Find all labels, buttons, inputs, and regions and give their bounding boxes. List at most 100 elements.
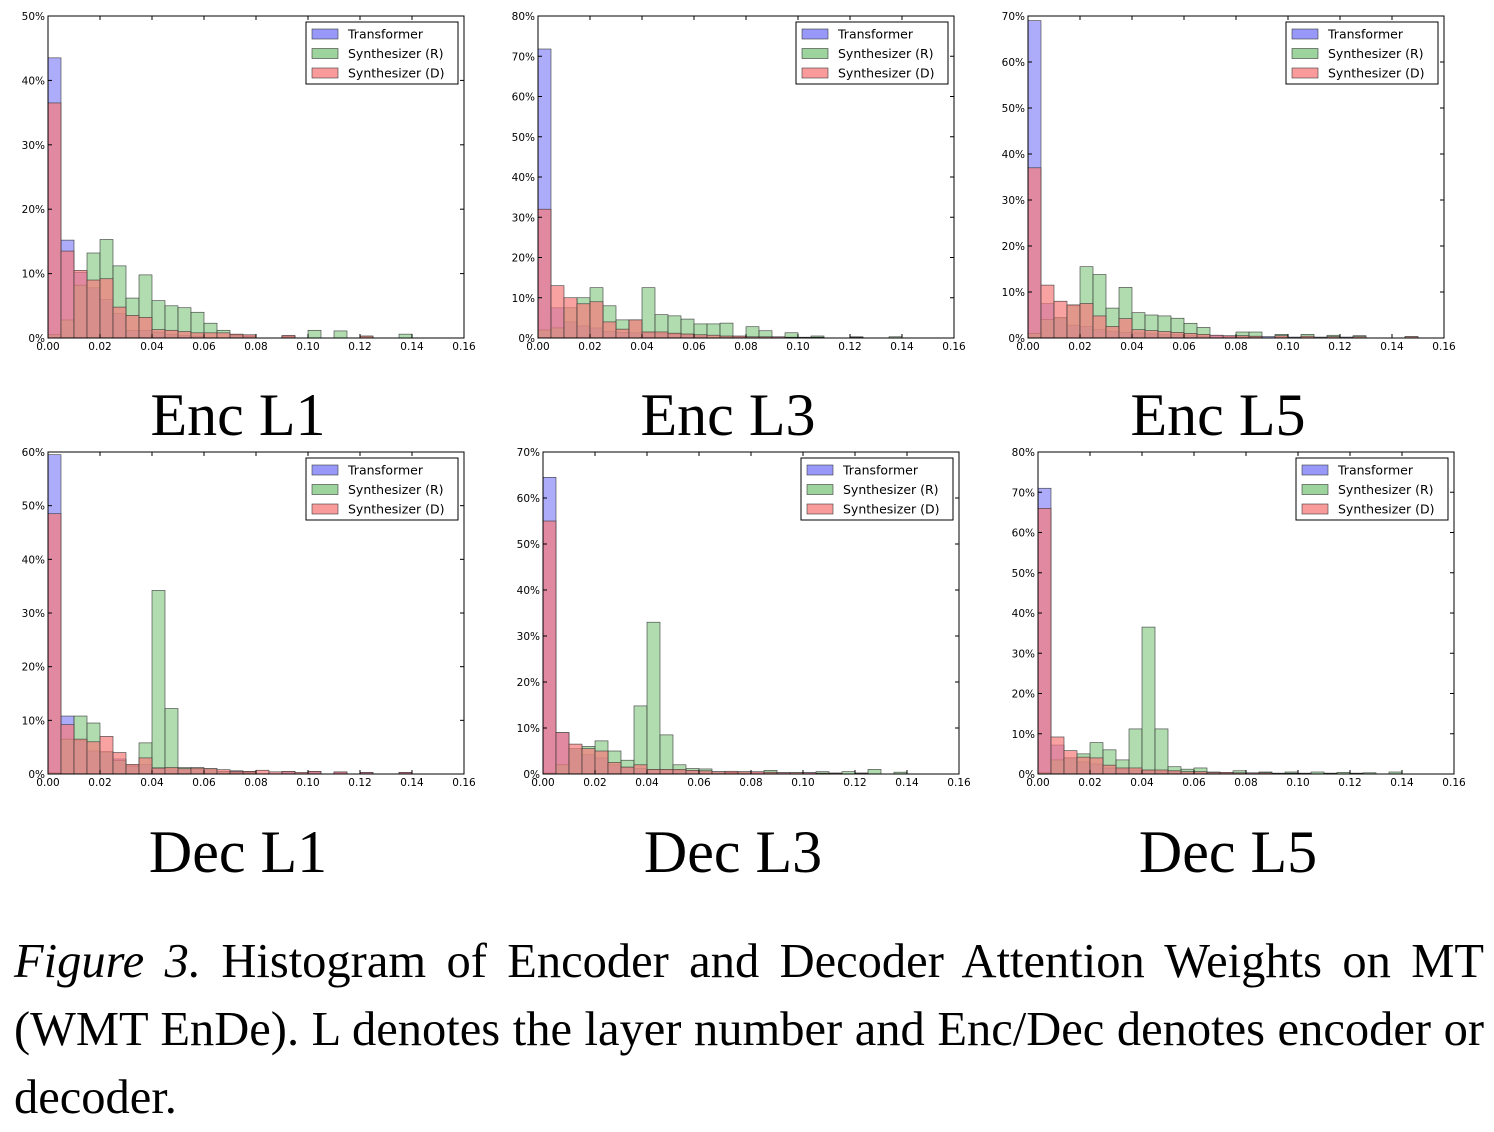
legend-label-synthesizer-d: Synthesizer (D) bbox=[348, 502, 445, 517]
y-tick-label: 10% bbox=[512, 293, 535, 305]
x-tick-label: 0.02 bbox=[88, 777, 111, 789]
y-tick-label: 0% bbox=[518, 333, 535, 345]
bar-synthesizer-d bbox=[1118, 318, 1133, 339]
bar-synthesizer-d bbox=[607, 762, 622, 775]
bar-synthesizer-d bbox=[1170, 332, 1185, 339]
bar-synthesizer-d bbox=[550, 285, 565, 339]
x-tick-label: 0.14 bbox=[400, 341, 424, 353]
legend-swatch-synthesizer-r bbox=[311, 484, 339, 495]
x-tick-label: 0.06 bbox=[192, 777, 216, 789]
y-tick-label: 20% bbox=[517, 677, 540, 689]
bar-synthesizer-d bbox=[659, 769, 674, 775]
bar-synthesizer-d bbox=[1076, 756, 1091, 775]
bar-synthesizer-d bbox=[1131, 329, 1146, 339]
y-tick-label: 10% bbox=[22, 269, 45, 281]
x-tick-label: 0.02 bbox=[1068, 341, 1091, 353]
bar-synthesizer-d bbox=[594, 750, 609, 775]
y-tick-label: 0% bbox=[28, 333, 45, 345]
x-tick-label: 0.10 bbox=[791, 777, 814, 789]
bar-synthesizer-d bbox=[1115, 767, 1130, 775]
bar-synthesizer-d bbox=[628, 319, 643, 339]
bar-synthesizer-d bbox=[633, 764, 648, 775]
bar-synthesizer-d bbox=[568, 743, 583, 775]
y-tick-label: 50% bbox=[512, 132, 535, 144]
x-tick-label: 0.14 bbox=[1380, 341, 1404, 353]
bar-synthesizer-d bbox=[1092, 315, 1107, 339]
legend: Transformer Synthesizer (R) Synthesizer (D… bbox=[1295, 457, 1449, 521]
legend-label-transformer: Transformer bbox=[347, 27, 424, 42]
y-tick-label: 40% bbox=[22, 554, 45, 566]
legend-label-synthesizer-d: Synthesizer (D) bbox=[838, 66, 935, 81]
bar-synthesizer-r bbox=[659, 734, 674, 775]
x-tick-label: 0.10 bbox=[786, 341, 809, 353]
y-tick-label: 40% bbox=[512, 172, 535, 184]
x-tick-label: 0.00 bbox=[526, 341, 549, 353]
x-tick-label: 0.16 bbox=[947, 777, 971, 789]
bar-synthesizer-d bbox=[1063, 750, 1078, 775]
x-tick-label: 0.12 bbox=[348, 341, 371, 353]
legend-swatch-synthesizer-d bbox=[806, 503, 834, 515]
figure-caption: Figure 3. Histogram of Encoder and Decod… bbox=[14, 928, 1484, 1132]
x-tick-label: 0.16 bbox=[452, 777, 476, 789]
x-tick-label: 0.04 bbox=[140, 777, 164, 789]
x-tick-label: 0.06 bbox=[682, 341, 706, 353]
y-tick-label: 20% bbox=[1002, 241, 1025, 253]
panel-title-dec-l5: Dec L5 bbox=[1138, 819, 1318, 885]
y-tick-label: 10% bbox=[1002, 287, 1025, 299]
legend-label-transformer: Transformer bbox=[842, 463, 919, 478]
x-tick-label: 0.16 bbox=[1442, 777, 1466, 789]
x-tick-label: 0.14 bbox=[1390, 777, 1414, 789]
caption-label: Figure 3. bbox=[14, 935, 201, 988]
x-tick-label: 0.02 bbox=[1078, 777, 1101, 789]
legend-label-synthesizer-r: Synthesizer (R) bbox=[1338, 482, 1434, 497]
bar-synthesizer-d bbox=[667, 332, 682, 339]
legend-swatch-transformer bbox=[311, 464, 339, 476]
y-tick-label: 40% bbox=[22, 75, 45, 87]
legend-swatch-synthesizer-d bbox=[1301, 503, 1329, 515]
bar-synthesizer-d bbox=[229, 333, 244, 339]
panel-title-enc-l3: Enc L3 bbox=[640, 382, 816, 448]
x-tick-label: 0.14 bbox=[400, 777, 424, 789]
bar-synthesizer-d bbox=[615, 328, 630, 339]
legend-swatch-transformer bbox=[311, 28, 339, 40]
bar-synthesizer-d bbox=[680, 333, 695, 339]
panel-dec-l3: 0.00 0.02 0.04 0.06 0.08 0.10 0.12 0.14 0.16 0% 10… bbox=[517, 447, 971, 789]
y-tick-label: 30% bbox=[517, 631, 540, 643]
legend-label-transformer: Transformer bbox=[1327, 27, 1404, 42]
x-tick-label: 0.00 bbox=[36, 341, 59, 353]
bar-synthesizer-d bbox=[60, 724, 75, 775]
legend-label-transformer: Transformer bbox=[347, 463, 424, 478]
x-tick-label: 0.00 bbox=[1026, 777, 1049, 789]
panel-dec-l5: 0.00 0.02 0.04 0.06 0.08 0.10 0.12 0.14 0.16 0% 10… bbox=[1012, 447, 1466, 789]
panel-title-dec-l1: Dec L1 bbox=[148, 819, 328, 885]
y-tick-label: 50% bbox=[1012, 568, 1035, 580]
legend-swatch-synthesizer-r bbox=[1291, 48, 1319, 59]
legend-label-transformer: Transformer bbox=[1337, 463, 1414, 478]
bar-synthesizer-d bbox=[151, 767, 166, 775]
x-tick-label: 0.14 bbox=[890, 341, 914, 353]
bar-synthesizer-r bbox=[745, 326, 760, 339]
y-tick-label: 10% bbox=[517, 723, 540, 735]
bar-synthesizer-d bbox=[125, 315, 140, 339]
bar-synthesizer-d bbox=[138, 317, 153, 339]
bar-synthesizer-d bbox=[1154, 769, 1169, 775]
bar-synthesizer-d bbox=[1066, 304, 1081, 339]
y-tick-label: 20% bbox=[22, 204, 45, 216]
x-tick-label: 0.16 bbox=[452, 341, 476, 353]
bar-synthesizer-d bbox=[1027, 167, 1042, 339]
bar-synthesizer-r bbox=[867, 769, 882, 775]
bar-synthesizer-d bbox=[576, 303, 591, 339]
panel-enc-l3: 0.00 0.02 0.04 0.06 0.08 0.10 0.12 0.14 0.16 0% 10… bbox=[512, 11, 966, 353]
panel-title-dec-l3: Dec L3 bbox=[643, 819, 823, 885]
legend: Transformer Synthesizer (R) Synthesizer (D… bbox=[305, 457, 459, 521]
bar-synthesizer-d bbox=[73, 738, 88, 775]
y-tick-label: 60% bbox=[22, 447, 45, 459]
x-tick-label: 0.12 bbox=[348, 777, 371, 789]
bar-synthesizer-r bbox=[398, 333, 413, 339]
bar-synthesizer-d bbox=[203, 332, 218, 339]
x-tick-label: 0.00 bbox=[36, 777, 59, 789]
y-tick-label: 60% bbox=[517, 493, 540, 505]
x-tick-label: 0.08 bbox=[244, 777, 267, 789]
x-tick-label: 0.14 bbox=[895, 777, 919, 789]
y-tick-label: 20% bbox=[1012, 689, 1035, 701]
